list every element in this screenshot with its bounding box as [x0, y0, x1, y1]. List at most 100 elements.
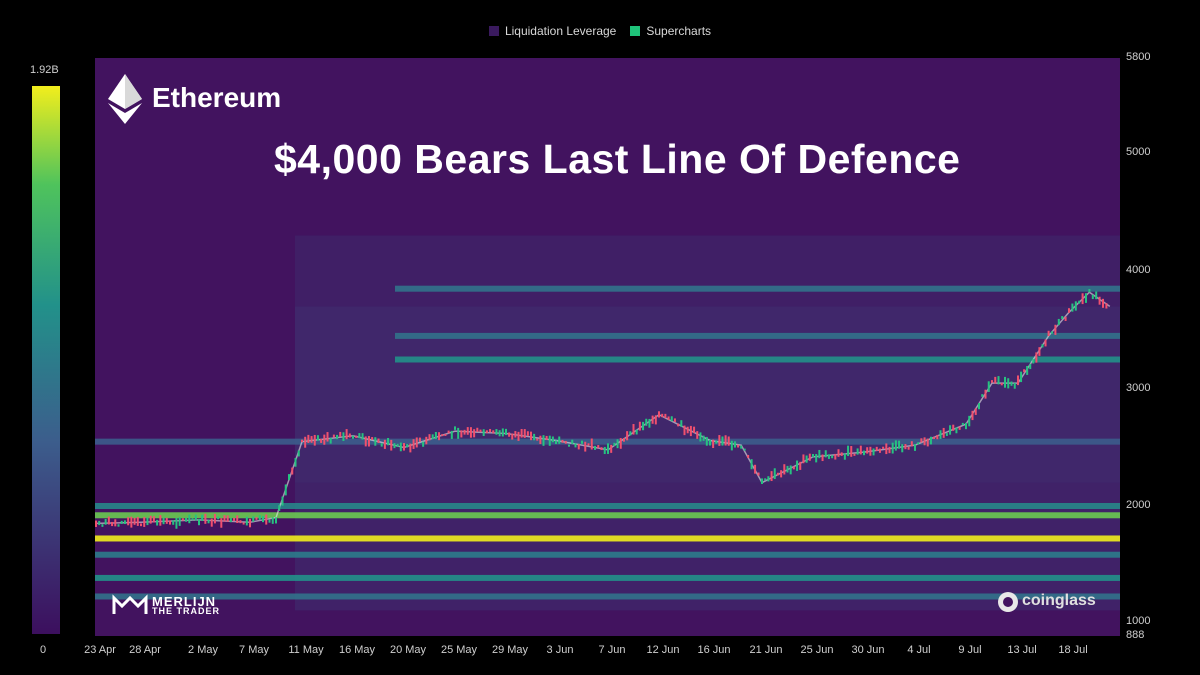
price-candle — [136, 516, 139, 526]
price-candle — [1035, 352, 1038, 363]
price-candle — [1051, 331, 1053, 334]
price-candle — [783, 464, 786, 475]
price-candle — [336, 434, 339, 440]
price-candle — [654, 415, 657, 425]
y-tick-4000: 4000 — [1126, 264, 1151, 276]
price-candle — [498, 430, 501, 437]
price-candle — [469, 427, 472, 438]
colorbar — [32, 86, 60, 634]
price-candle — [188, 514, 191, 524]
price-candle — [162, 517, 165, 525]
price-candle — [974, 408, 977, 415]
price-candle — [564, 440, 567, 444]
price-candle — [310, 436, 313, 443]
price-candle — [482, 429, 485, 437]
price-candle — [670, 416, 673, 422]
price-candle — [383, 439, 386, 449]
price-candle — [1064, 316, 1067, 321]
price-candle — [642, 421, 645, 431]
price-candle — [945, 433, 948, 436]
price-candle — [539, 435, 542, 445]
price-candle — [1010, 381, 1013, 386]
colorbar-max-label: 1.92B — [30, 64, 59, 76]
price-candle — [294, 457, 297, 467]
price-candle — [104, 519, 107, 525]
x-tick: 18 Jul — [1058, 644, 1088, 656]
x-tick: 25 Jun — [800, 644, 834, 656]
price-candle — [875, 446, 878, 451]
price-candle — [551, 436, 554, 443]
price-candle — [747, 454, 750, 459]
y-tick-5000: 5000 — [1126, 146, 1151, 158]
price-candles — [95, 289, 1111, 529]
price-candle — [1081, 293, 1084, 305]
price-candle — [156, 519, 159, 526]
price-candle — [326, 432, 329, 442]
price-candle — [526, 431, 529, 436]
price-candle — [1088, 289, 1091, 293]
price-candle — [390, 439, 393, 451]
price-candle — [724, 435, 727, 446]
price-candle — [332, 434, 335, 438]
price-candle — [648, 418, 651, 428]
price-candle — [520, 428, 523, 438]
price-candle — [853, 453, 856, 456]
price-candle — [792, 466, 795, 470]
price-candle — [907, 446, 910, 450]
price-candle — [613, 442, 616, 446]
price-candle — [981, 394, 984, 397]
price-candle — [441, 434, 444, 437]
price-candle — [323, 434, 326, 445]
price-candle — [616, 439, 619, 449]
price-candle — [933, 436, 936, 440]
price-candle — [380, 443, 383, 447]
price-candle — [827, 454, 830, 459]
price-candle — [117, 524, 120, 527]
price-candle — [776, 472, 779, 476]
price-candle — [143, 516, 146, 527]
price-candle — [923, 437, 926, 446]
price-candle — [425, 436, 428, 445]
price-candle — [508, 432, 511, 437]
price-candle — [789, 465, 792, 475]
price-candle — [840, 452, 843, 456]
price-candle — [1095, 291, 1098, 300]
price-candle — [220, 518, 223, 528]
price-candle — [904, 444, 907, 450]
x-tick: 20 May — [389, 644, 427, 656]
price-candle — [511, 433, 514, 440]
price-candle — [268, 519, 271, 523]
legend-item-liquidation[interactable]: Liquidation Leverage — [488, 24, 616, 38]
price-candle — [320, 438, 323, 443]
price-candle — [590, 438, 593, 450]
price-candle — [403, 443, 405, 451]
price-candle — [718, 435, 721, 446]
price-candle — [891, 442, 894, 454]
legend-swatch-supercharts — [630, 26, 641, 36]
price-candle — [1023, 369, 1026, 373]
price-candle — [339, 431, 342, 437]
price-candle — [548, 435, 551, 446]
x-tick: 9 Jul — [958, 644, 982, 656]
liquidation-level-5 — [95, 593, 1120, 600]
price-candle — [422, 441, 425, 447]
price-candle — [1000, 382, 1003, 386]
price-candle — [447, 430, 450, 434]
price-candle — [1091, 294, 1094, 300]
x-tick: 28 Apr — [129, 644, 161, 656]
price-candle — [226, 515, 229, 522]
price-candle — [661, 413, 664, 418]
price-candle — [130, 516, 133, 528]
price-candle — [821, 454, 824, 462]
price-candle — [1054, 324, 1057, 335]
price-candle — [252, 516, 255, 522]
x-tick: 29 May — [491, 644, 529, 656]
price-candle — [882, 446, 885, 449]
price-candle — [371, 437, 374, 440]
price-candle — [229, 518, 232, 523]
price-candle — [638, 421, 641, 431]
legend-item-supercharts[interactable]: Supercharts — [630, 24, 711, 38]
price-candle — [761, 478, 763, 485]
price-candle — [149, 515, 152, 524]
price-candle — [101, 524, 104, 527]
